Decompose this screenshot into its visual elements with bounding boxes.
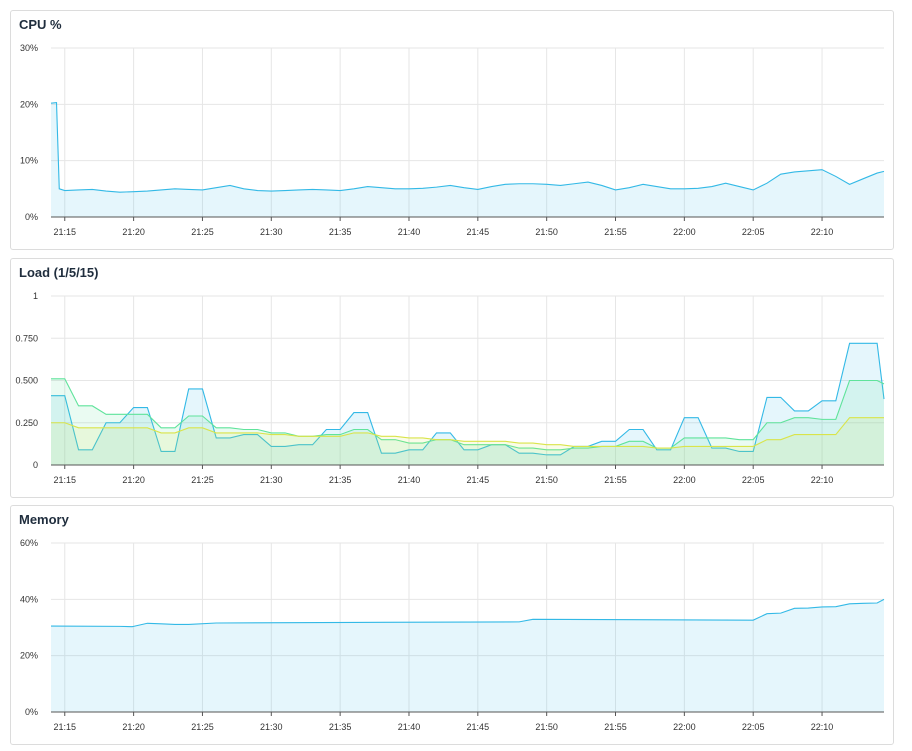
x-tick-label: 22:00 xyxy=(673,475,696,485)
x-tick-label: 21:15 xyxy=(54,227,77,237)
x-tick-label: 21:50 xyxy=(535,475,558,485)
x-tick-label: 21:35 xyxy=(329,475,352,485)
x-tick-label: 21:50 xyxy=(535,227,558,237)
y-tick-label: 1 xyxy=(33,291,38,301)
x-tick-label: 21:25 xyxy=(191,227,214,237)
x-tick-label: 21:40 xyxy=(398,227,421,237)
chart-title: CPU % xyxy=(19,17,62,32)
y-tick-label: 0% xyxy=(25,212,38,222)
x-tick-label: 21:55 xyxy=(604,227,627,237)
x-tick-label: 21:40 xyxy=(398,475,421,485)
x-tick-label: 21:50 xyxy=(535,722,558,732)
x-tick-label: 21:40 xyxy=(398,722,421,732)
x-tick-label: 21:35 xyxy=(329,227,352,237)
x-tick-label: 21:20 xyxy=(122,475,145,485)
series-line xyxy=(50,102,885,193)
series-line xyxy=(50,598,885,628)
x-tick-label: 21:30 xyxy=(260,475,283,485)
y-tick-label: 10% xyxy=(20,156,38,166)
y-tick-label: 0.750 xyxy=(15,333,38,343)
x-tick-label: 21:55 xyxy=(604,475,627,485)
x-tick-label: 21:45 xyxy=(467,227,490,237)
load-chart-panel: Load (1/5/15) 21:15 21:20 21:25 21:30 21:35 2… xyxy=(10,258,894,498)
chart-title: Memory xyxy=(19,512,69,527)
y-tick-label: 20% xyxy=(20,99,38,109)
x-tick-label: 22:00 xyxy=(673,227,696,237)
x-tick-label: 21:25 xyxy=(191,475,214,485)
memory-chart-panel: Memory 21:15 21:20 21:25 21:30 21:35 21:40 21:… xyxy=(10,505,894,745)
x-tick-label: 21:35 xyxy=(329,722,352,732)
series-area xyxy=(51,599,884,712)
y-tick-label: 60% xyxy=(20,538,38,548)
y-tick-label: 0% xyxy=(25,707,38,717)
series-line xyxy=(51,417,884,449)
series-area xyxy=(51,378,884,465)
x-tick-label: 21:55 xyxy=(604,722,627,732)
x-tick-label: 22:05 xyxy=(742,227,765,237)
x-tick-label: 21:15 xyxy=(54,722,77,732)
x-tick-label: 21:30 xyxy=(260,227,283,237)
cpu-chart-panel: CPU % 21:15 21:20 21:25 21:30 21:35 21:40 21:4… xyxy=(10,10,894,250)
x-tick-label: 21:20 xyxy=(122,227,145,237)
memory-chart: 21:15 21:20 21:25 21:30 21:35 21:40 21:45 21:50… xyxy=(20,538,885,732)
y-tick-label: 30% xyxy=(20,43,38,53)
series-area xyxy=(51,102,884,217)
series-area xyxy=(51,343,884,465)
load-chart: 21:15 21:20 21:25 21:30 21:35 21:40 21:45 21:50… xyxy=(15,291,885,485)
x-tick-label: 22:10 xyxy=(811,475,834,485)
y-tick-label: 0 xyxy=(33,460,38,470)
chart-title: Load (1/5/15) xyxy=(19,265,99,280)
x-tick-label: 22:10 xyxy=(811,227,834,237)
series-line xyxy=(51,342,885,456)
y-tick-label: 0.250 xyxy=(15,418,38,428)
x-tick-label: 22:05 xyxy=(742,475,765,485)
y-tick-label: 40% xyxy=(20,594,38,604)
x-tick-label: 21:45 xyxy=(467,722,490,732)
x-tick-label: 21:15 xyxy=(54,475,77,485)
x-tick-label: 21:30 xyxy=(260,722,283,732)
cpu-chart: 21:15 21:20 21:25 21:30 21:35 21:40 21:45 21:50… xyxy=(20,43,885,237)
x-tick-label: 21:25 xyxy=(191,722,214,732)
y-tick-label: 20% xyxy=(20,651,38,661)
series-line xyxy=(51,378,885,451)
x-tick-label: 22:00 xyxy=(673,722,696,732)
x-tick-label: 21:45 xyxy=(467,475,490,485)
x-tick-label: 21:20 xyxy=(122,722,145,732)
y-tick-label: 0.500 xyxy=(15,376,38,386)
x-tick-label: 22:05 xyxy=(742,722,765,732)
x-tick-label: 22:10 xyxy=(811,722,834,732)
